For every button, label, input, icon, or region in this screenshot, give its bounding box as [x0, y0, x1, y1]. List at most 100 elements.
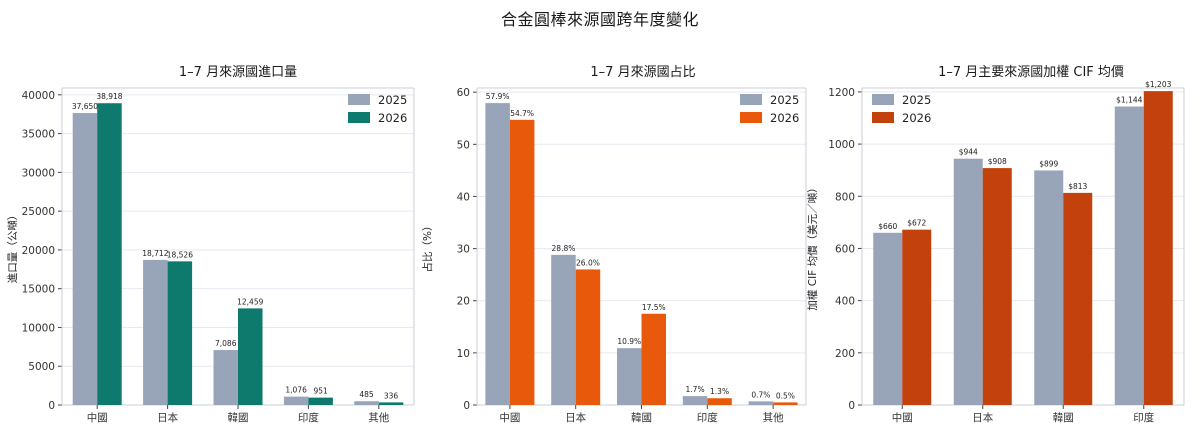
bar-2025-印度	[283, 396, 309, 405]
legend-label: 2026	[378, 111, 407, 125]
panel-title: 1–7 月主要來源國加權 CIF 均價	[938, 65, 1124, 80]
bar-2026-韓國	[1063, 192, 1093, 405]
x-tick-label: 印度	[1133, 411, 1155, 424]
data-label: 10.9%	[617, 337, 641, 346]
data-label: 57.9%	[486, 92, 510, 101]
bar-2025-其他	[354, 401, 379, 405]
bar-2025-印度	[1114, 106, 1144, 405]
y-axis-label: 加權 CIF 均價（美元／噸）	[806, 182, 819, 310]
chart-panel-2: 1–7 月來源國占比 0 10 20 30 40 50 60 占比（%） 中國 57.9%54.7%…	[421, 65, 807, 424]
chart-panel-3: 1–7 月主要來源國加權 CIF 均價 0 200 400 600 800 1000 1200…	[806, 65, 1185, 424]
y-tick-label: 35000	[22, 129, 55, 141]
y-tick-label: 30	[457, 244, 470, 256]
data-label: 38,918	[96, 92, 122, 101]
x-tick-label: 韓國	[631, 412, 652, 424]
x-tick-label: 其他	[763, 411, 784, 424]
data-label: 26.0%	[576, 258, 600, 267]
legend-label: 2025	[378, 93, 407, 107]
legend-label: 2025	[770, 93, 799, 107]
bar-2025-日本	[551, 254, 576, 405]
bar-2025-其他	[748, 401, 774, 405]
legend-label: 2026	[902, 111, 931, 125]
data-label: $672	[907, 219, 926, 228]
x-tick-label: 韓國	[1053, 412, 1074, 424]
y-tick-label: 50	[457, 139, 470, 151]
bar-2026-中國	[509, 119, 535, 406]
data-label: 28.8%	[552, 244, 576, 253]
bar-2026-其他	[378, 402, 404, 405]
x-tick-label: 印度	[298, 411, 319, 424]
bar-2026-印度	[308, 397, 333, 405]
data-label: $660	[878, 222, 897, 231]
data-label: $899	[1039, 159, 1058, 168]
y-axis-label: 進口量（公噸）	[6, 210, 19, 284]
y-tick-label: 40	[457, 191, 470, 203]
legend-label: 2026	[770, 111, 799, 125]
bar-2025-中國	[72, 113, 98, 405]
data-label: 18,712	[142, 249, 168, 258]
data-label: 951	[313, 387, 328, 396]
data-label: 17.5%	[642, 303, 666, 312]
data-label: $1,144	[1116, 96, 1142, 105]
bar-2025-中國	[485, 103, 510, 406]
data-label: 37,650	[72, 102, 98, 111]
y-tick-label: 400	[835, 296, 855, 308]
y-tick-label: 10	[457, 348, 470, 360]
data-label: $813	[1068, 182, 1087, 191]
legend-label: 2025	[902, 93, 931, 107]
x-tick-label: 中國	[892, 411, 913, 424]
panel-title: 1–7 月來源國占比	[590, 65, 695, 80]
figure-title: 合金圓棒來源國跨年度變化	[500, 10, 699, 29]
legend-swatch-2026	[348, 112, 370, 123]
bar-2025-韓國	[617, 348, 642, 405]
y-tick-label: 25000	[22, 206, 55, 218]
y-tick-label: 40000	[22, 90, 55, 102]
bar-2025-韓國	[1034, 170, 1064, 405]
bar-2026-日本	[982, 168, 1012, 405]
data-label: 7,086	[215, 339, 237, 348]
data-label: 12,459	[237, 297, 263, 306]
bar-2026-日本	[167, 261, 193, 405]
bar-2026-韓國	[238, 308, 263, 405]
bar-2025-日本	[143, 259, 168, 405]
panel-title: 1–7 月來源國進口量	[179, 65, 297, 80]
legend-swatch-2025	[740, 94, 762, 105]
bar-2025-日本	[953, 158, 983, 405]
y-tick-label: 0	[848, 400, 855, 412]
data-label: $944	[959, 148, 978, 157]
bar-2026-中國	[902, 229, 932, 405]
x-tick-label: 印度	[697, 411, 718, 424]
y-axis-label: 占比（%）	[421, 221, 434, 273]
bar-2025-韓國	[213, 350, 238, 405]
legend-swatch-2026	[740, 112, 762, 123]
y-tick-label: 10000	[22, 322, 55, 334]
y-tick-label: 5000	[28, 361, 55, 373]
x-tick-label: 中國	[499, 411, 520, 424]
data-label: 1,076	[285, 386, 307, 395]
data-label: $1,203	[1145, 80, 1171, 89]
y-tick-label: 1200	[828, 87, 855, 99]
legend-swatch-2026	[872, 112, 894, 123]
y-tick-label: 20	[457, 296, 470, 308]
y-tick-label: 60	[457, 87, 470, 99]
bar-2026-韓國	[641, 313, 666, 405]
y-tick-label: 15000	[22, 284, 55, 296]
data-label: 485	[359, 390, 374, 399]
data-label: 1.3%	[710, 387, 729, 396]
x-tick-label: 韓國	[228, 412, 249, 424]
y-tick-label: 200	[835, 348, 855, 360]
chart-panel-1: 1–7 月來源國進口量 0 5000 10000 15000 20000 25000 3000…	[6, 65, 415, 424]
legend-swatch-2025	[872, 94, 894, 105]
bar-2026-日本	[575, 269, 601, 405]
x-tick-label: 中國	[87, 411, 108, 424]
data-label: 54.7%	[510, 109, 534, 118]
x-tick-label: 日本	[565, 411, 586, 424]
y-tick-label: 0	[48, 400, 55, 412]
bar-2026-其他	[773, 402, 798, 405]
legend-swatch-2025	[348, 94, 370, 105]
x-tick-label: 日本	[972, 411, 993, 424]
bar-2025-中國	[873, 232, 903, 405]
data-label: $908	[988, 157, 1007, 166]
data-label: 1.7%	[686, 385, 705, 394]
